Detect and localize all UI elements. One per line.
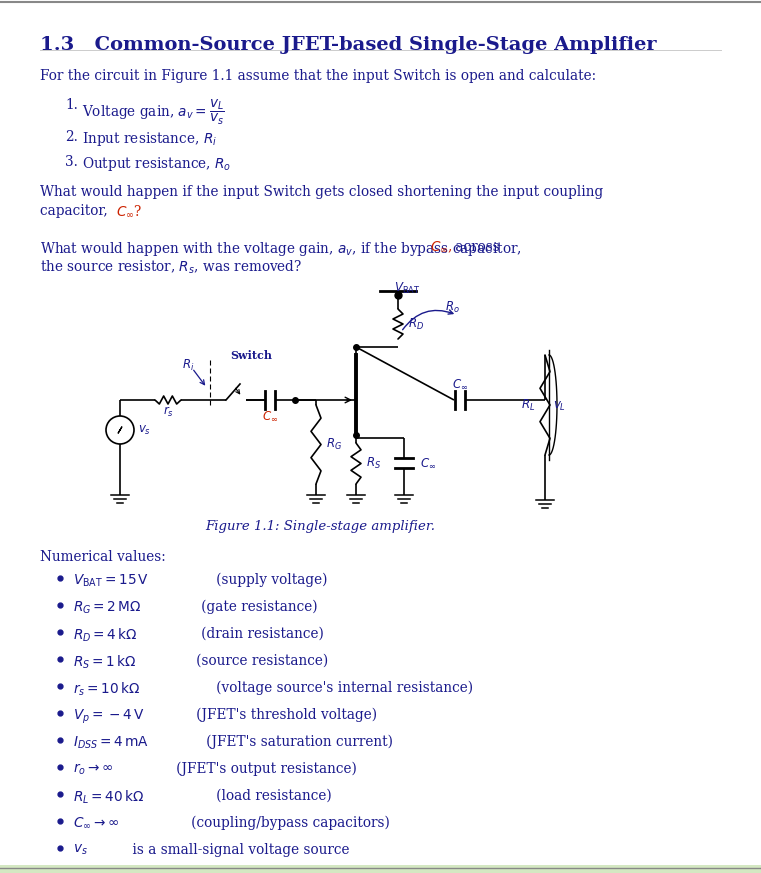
Text: $R_L = 40\,\mathrm{k}\Omega$: $R_L = 40\,\mathrm{k}\Omega$	[73, 789, 145, 807]
Text: $R_D$: $R_D$	[408, 316, 424, 332]
Text: $R_G$: $R_G$	[326, 437, 342, 452]
Text: $v_s$: $v_s$	[73, 843, 88, 857]
Text: 2.: 2.	[65, 130, 78, 144]
Text: $v_s$: $v_s$	[138, 423, 151, 436]
Text: $r_s = 10\,\mathrm{k}\Omega$: $r_s = 10\,\mathrm{k}\Omega$	[73, 681, 140, 698]
Text: $C_{\infty}$: $C_{\infty}$	[420, 457, 436, 470]
Text: (JFET's output resistance): (JFET's output resistance)	[163, 762, 357, 776]
Text: (supply voltage): (supply voltage)	[203, 573, 327, 588]
Text: $R_i$: $R_i$	[182, 358, 194, 373]
Text: (drain resistance): (drain resistance)	[188, 627, 324, 641]
Text: $C_{\infty}$?: $C_{\infty}$?	[116, 204, 142, 219]
Text: Voltage gain, $a_v = \dfrac{v_L}{v_s}$: Voltage gain, $a_v = \dfrac{v_L}{v_s}$	[82, 98, 224, 127]
Text: $C_{\infty}$,: $C_{\infty}$,	[430, 240, 453, 255]
Text: 1.3   Common-Source JFET-based Single-Stage Amplifier: 1.3 Common-Source JFET-based Single-Stag…	[40, 36, 657, 54]
Text: Figure 1.1: Single-stage amplifier.: Figure 1.1: Single-stage amplifier.	[205, 520, 435, 533]
Text: across: across	[451, 240, 500, 254]
Text: Numerical values:: Numerical values:	[40, 550, 166, 564]
Text: $V_{\mathrm{BAT}} = 15\,\mathrm{V}$: $V_{\mathrm{BAT}} = 15\,\mathrm{V}$	[73, 573, 149, 589]
Text: (coupling/bypass capacitors): (coupling/bypass capacitors)	[178, 816, 390, 830]
Text: $C_{\infty}$: $C_{\infty}$	[262, 409, 278, 423]
Text: the source resistor, $R_s$, was removed?: the source resistor, $R_s$, was removed?	[40, 259, 302, 277]
Text: $V_{\mathrm{BAT}}$: $V_{\mathrm{BAT}}$	[394, 281, 420, 296]
Text: For the circuit in Figure 1.1 assume that the input Switch is open and calculate: For the circuit in Figure 1.1 assume tha…	[40, 69, 596, 83]
Text: capacitor,: capacitor,	[40, 204, 112, 218]
Text: $C_{\infty}$: $C_{\infty}$	[452, 377, 468, 390]
Text: (source resistance): (source resistance)	[183, 654, 328, 668]
Text: $R_S = 1\,\mathrm{k}\Omega$: $R_S = 1\,\mathrm{k}\Omega$	[73, 654, 136, 671]
Text: (JFET's threshold voltage): (JFET's threshold voltage)	[183, 708, 377, 722]
Text: (gate resistance): (gate resistance)	[188, 600, 317, 615]
Text: Output resistance, $R_o$: Output resistance, $R_o$	[82, 155, 231, 173]
Text: $R_G = 2\,\mathrm{M}\Omega$: $R_G = 2\,\mathrm{M}\Omega$	[73, 600, 142, 616]
Text: $r_o \rightarrow \infty$: $r_o \rightarrow \infty$	[73, 762, 113, 777]
Text: (load resistance): (load resistance)	[203, 789, 332, 803]
Text: 3.: 3.	[65, 155, 78, 169]
Text: $V_p = -4\,\mathrm{V}$: $V_p = -4\,\mathrm{V}$	[73, 708, 145, 726]
Text: $C_{\infty} \rightarrow \infty$: $C_{\infty} \rightarrow \infty$	[73, 816, 119, 830]
Text: Switch: Switch	[230, 350, 272, 361]
Text: $I_{DSS} = 4\,\mathrm{mA}$: $I_{DSS} = 4\,\mathrm{mA}$	[73, 735, 149, 752]
Text: $v_L$: $v_L$	[553, 400, 566, 413]
Bar	[0, 865, 761, 873]
Text: is a small-signal voltage source: is a small-signal voltage source	[128, 843, 349, 857]
Text: Input resistance, $R_i$: Input resistance, $R_i$	[82, 130, 217, 148]
Text: $R_o$: $R_o$	[445, 300, 460, 315]
Text: What would happen with the voltage gain, $a_v$, if the bypass capacitor,: What would happen with the voltage gain,…	[40, 240, 524, 258]
Text: What would happen if the input Switch gets closed shortening the input coupling: What would happen if the input Switch ge…	[40, 185, 603, 199]
Text: $R_D = 4\,\mathrm{k}\Omega$: $R_D = 4\,\mathrm{k}\Omega$	[73, 627, 138, 644]
Text: $R_L$: $R_L$	[521, 397, 535, 413]
Text: 1.: 1.	[65, 98, 78, 112]
Text: (voltage source's internal resistance): (voltage source's internal resistance)	[203, 681, 473, 696]
Text: (JFET's saturation current): (JFET's saturation current)	[193, 735, 393, 749]
Text: $R_S$: $R_S$	[366, 456, 381, 471]
Text: $r_s$: $r_s$	[163, 405, 174, 419]
